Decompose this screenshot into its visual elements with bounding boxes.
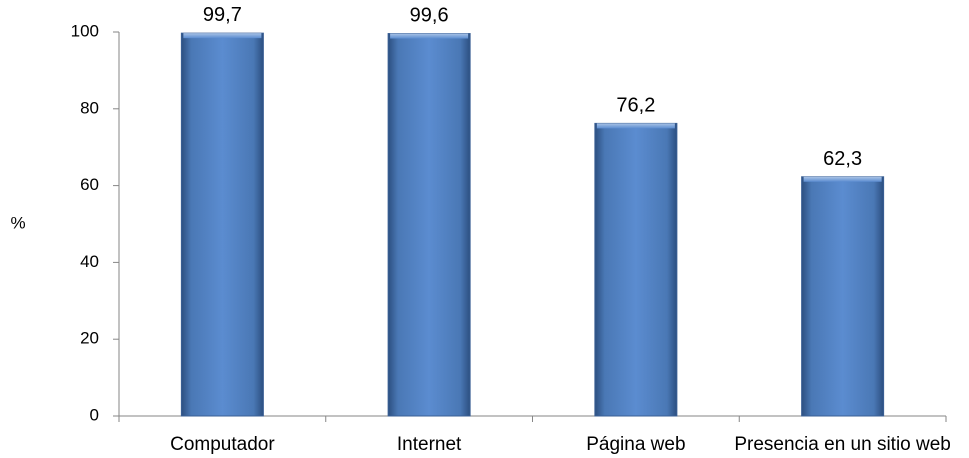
category-label: Presencia en un sitio web (734, 434, 951, 455)
bar-1 (180, 32, 264, 417)
bars (180, 32, 885, 417)
data-label: 99,6 (410, 5, 449, 27)
bar-3 (594, 122, 678, 417)
y-tick-label: 20 (80, 329, 99, 348)
bar-cap (390, 33, 469, 39)
labels: 99,7 Computador 99,6 Internet 76,2 Página web… (170, 4, 951, 455)
y-tick-label: 80 (80, 98, 99, 117)
bar-2 (387, 33, 471, 417)
bar-body (387, 33, 471, 417)
y-tick-label: 0 (90, 405, 99, 424)
y-tick-label: 100 (71, 21, 99, 40)
category-label: Computador (170, 434, 275, 455)
bar-cap (183, 33, 262, 39)
data-label: 99,7 (203, 4, 242, 26)
y-tick-label: 60 (80, 175, 99, 194)
data-label: 62,3 (823, 148, 862, 170)
data-label: 76,2 (616, 94, 655, 116)
category-label: Internet (397, 434, 462, 455)
y-tick-label: 40 (80, 252, 99, 271)
bar-cap (596, 123, 675, 129)
category-label: Página web (586, 434, 685, 455)
bar-4 (801, 176, 885, 417)
bar-body (801, 176, 885, 417)
bar-body (594, 122, 678, 417)
bar-cap (803, 176, 882, 182)
y-axis-title: % (10, 213, 25, 232)
bar-body (180, 32, 264, 417)
